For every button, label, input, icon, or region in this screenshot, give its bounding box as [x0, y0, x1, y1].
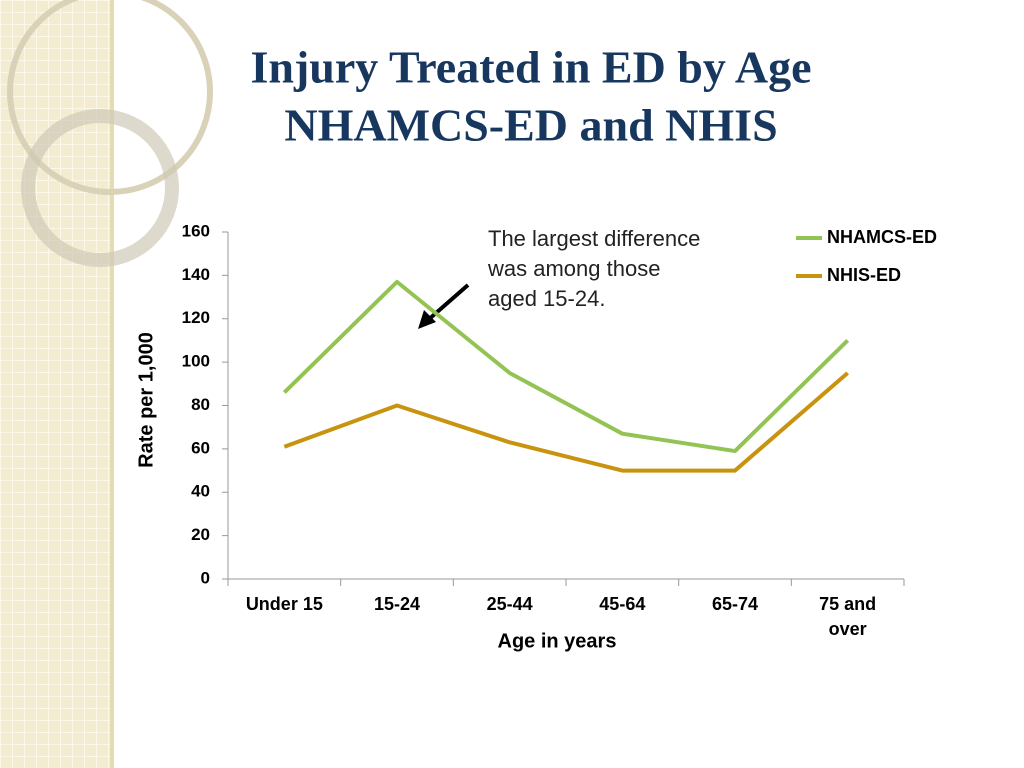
legend-label: NHAMCS-ED	[827, 227, 937, 247]
x-tick-label: 25-44	[486, 594, 533, 614]
y-tick-label: 160	[182, 221, 210, 240]
x-tick-label: 15-24	[373, 594, 421, 614]
y-tick-label: 0	[201, 568, 210, 587]
title-line: Injury Treated in ED by Age	[250, 42, 811, 93]
x-tick-label: 75 and over	[819, 594, 877, 639]
x-tick-label: 45-64	[599, 594, 646, 614]
y-tick-label: 60	[191, 438, 210, 457]
annotation: was among those	[487, 256, 660, 281]
y-axis-title: Rate per 1,000	[135, 332, 157, 468]
y-tick-label: 140	[182, 265, 210, 284]
series-line	[283, 371, 849, 473]
legend-label: NHIS-ED	[827, 265, 901, 285]
y-tick-label: 80	[191, 395, 210, 414]
annotation: aged 15-24.	[488, 286, 605, 311]
y-tick-label: 40	[191, 482, 210, 501]
y-tick-label: 20	[191, 525, 210, 544]
x-tick-label: 65-74	[711, 594, 759, 614]
y-tick-label: 120	[182, 308, 210, 327]
series-line	[282, 279, 850, 454]
x-tick-label: Under 15	[245, 594, 323, 614]
x-axis-title: Age in years	[498, 630, 617, 652]
y-tick-label: 100	[182, 352, 210, 371]
title-line: NHAMCS-ED and NHIS	[284, 100, 777, 151]
side-decoration	[0, 0, 213, 768]
annotation: The largest difference	[488, 226, 700, 251]
